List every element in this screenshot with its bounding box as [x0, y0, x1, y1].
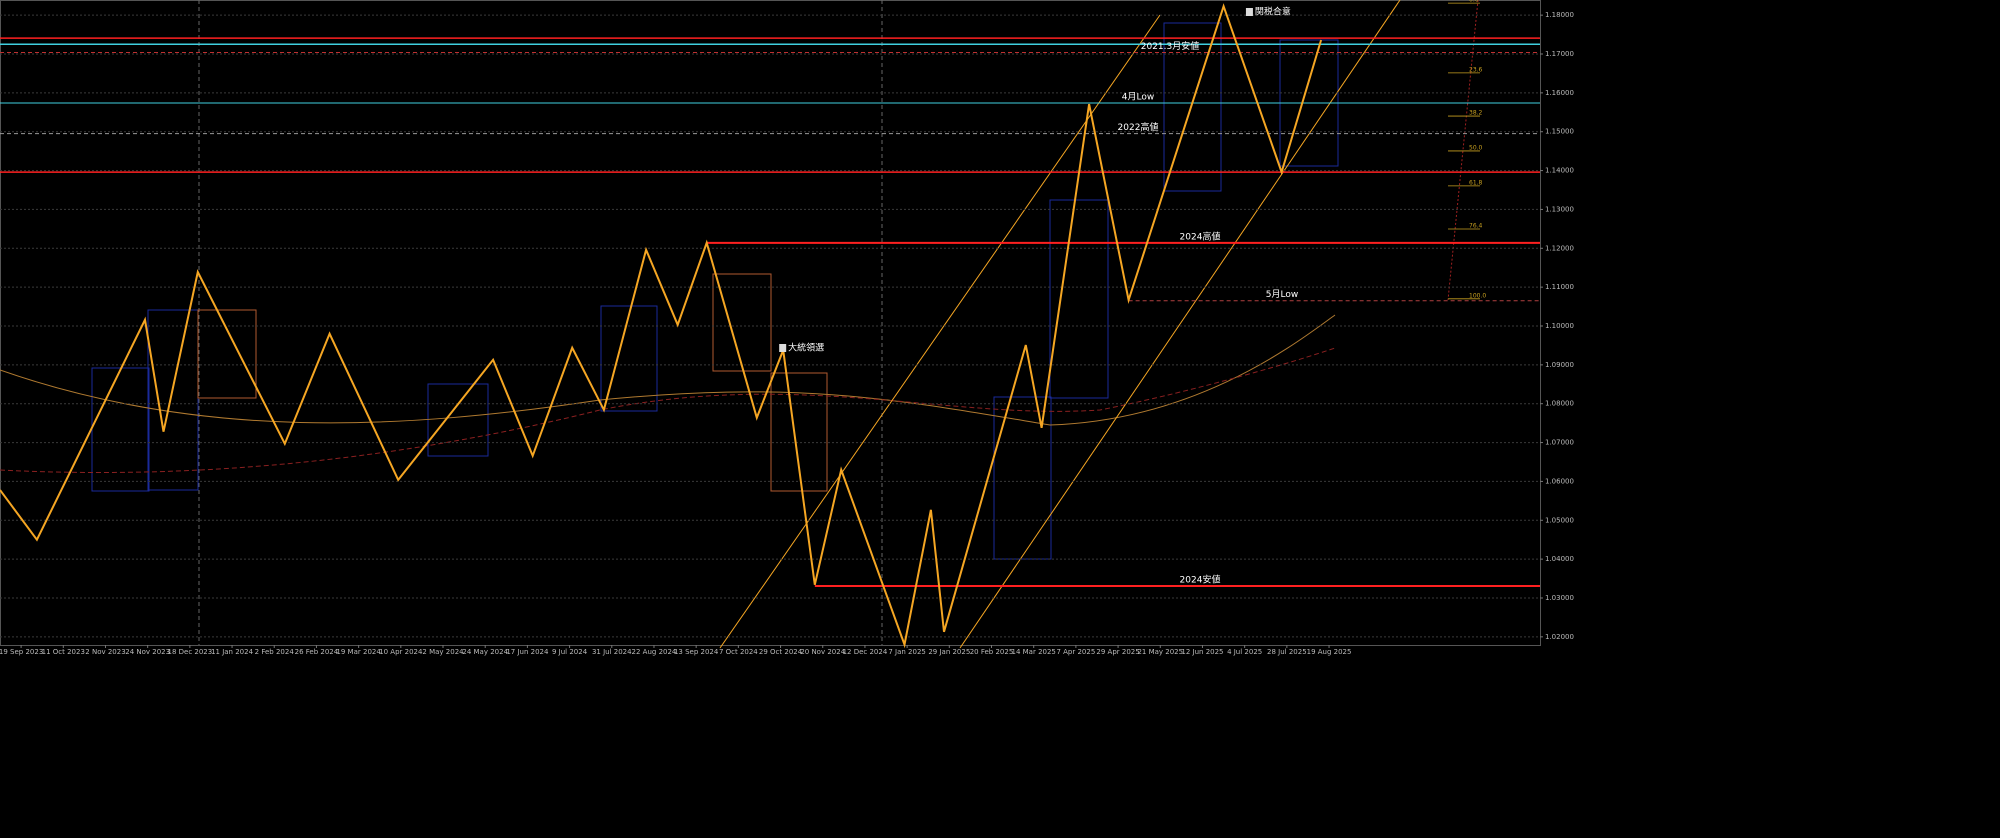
x-tick-label: 29 Oct 2024 — [759, 648, 803, 656]
x-tick-label: 20 Feb 2025 — [970, 648, 1014, 656]
x-tick-label: 7 Jan 2025 — [888, 648, 926, 656]
y-tick-label: 1.15000 — [1545, 128, 1574, 136]
fib-label: 76.4 — [1469, 223, 1483, 230]
x-tick-label: 12 Dec 2024 — [843, 648, 888, 656]
x-tick-label: 19 Sep 2023 — [0, 648, 43, 656]
y-tick-label: 1.06000 — [1545, 477, 1574, 485]
x-tick-label: 19 Mar 2024 — [336, 648, 381, 656]
x-tick-label: 11 Jan 2024 — [211, 648, 254, 656]
y-tick-label: 1.18000 — [1545, 11, 1574, 19]
event-icon — [1245, 8, 1253, 16]
range-box — [427, 383, 489, 457]
channel-line — [959, 0, 1401, 649]
x-tick-label: 18 Dec 2023 — [168, 648, 213, 656]
y-tick-label: 1.08000 — [1545, 400, 1574, 408]
event-label: 関税合意 — [1255, 6, 1291, 18]
y-tick-label: 1.17000 — [1545, 50, 1574, 58]
level-label: 2022高値 — [1118, 121, 1159, 133]
y-tick-label: 1.11000 — [1545, 283, 1574, 291]
y-tick-label: 1.02000 — [1545, 633, 1574, 641]
range-box — [770, 372, 828, 492]
y-tick-label: 1.03000 — [1545, 594, 1574, 602]
x-tick-label: 21 May 2025 — [1137, 648, 1183, 656]
fib-label: 100.0 — [1469, 292, 1486, 299]
x-tick-label: 2 May 2024 — [422, 648, 464, 656]
x-tick-label: 9 Jul 2024 — [552, 648, 588, 656]
level-label: 4月Low — [1122, 91, 1154, 102]
level-label: 2024安値 — [1180, 573, 1221, 585]
price-zigzag — [0, 3, 1323, 649]
x-tick-label: 17 Jun 2024 — [506, 648, 549, 656]
y-tick-label: 1.07000 — [1545, 439, 1574, 447]
plot-frame — [0, 0, 1541, 646]
level-label: 2024高値 — [1180, 230, 1221, 242]
x-tick-label: 19 Aug 2025 — [1307, 648, 1352, 656]
event-label: 大統領選 — [788, 342, 824, 354]
x-tick-label: 2 Nov 2023 — [85, 648, 125, 656]
fib-label: 0.0 — [1469, 0, 1479, 4]
x-tick-label: 29 Jan 2025 — [928, 648, 970, 656]
x-tick-label: 31 Jul 2024 — [592, 648, 632, 656]
x-tick-label: 14 Mar 2025 — [1012, 648, 1056, 656]
moving-averages — [0, 314, 1336, 473]
x-tick-label: 26 Feb 2024 — [295, 648, 339, 656]
x-tick-label: 4 Jul 2025 — [1227, 648, 1262, 656]
range-box — [600, 305, 658, 412]
fib-label: 50.0 — [1469, 144, 1483, 151]
x-tick-label: 7 Oct 2024 — [719, 648, 758, 656]
y-tick-label: 1.04000 — [1545, 555, 1574, 563]
range-box — [1163, 22, 1222, 192]
fib-label: 38.2 — [1469, 110, 1483, 117]
x-tick-label: 22 Aug 2024 — [632, 648, 677, 656]
level-label: 5月Low — [1266, 289, 1298, 300]
y-tick-label: 1.05000 — [1545, 516, 1574, 524]
level-label: 2021.3月安値 — [1141, 40, 1200, 52]
y-tick-label: 1.12000 — [1545, 244, 1574, 252]
range-box — [197, 309, 257, 399]
fib-label: 61.8 — [1469, 179, 1483, 186]
range-box — [993, 396, 1052, 560]
x-tick-label: 7 Apr 2025 — [1056, 648, 1095, 656]
y-tick-label: 1.13000 — [1545, 205, 1574, 213]
x-tick-label: 24 May 2024 — [462, 648, 508, 656]
y-tick-label: 1.10000 — [1545, 322, 1574, 330]
x-tick-label: 12 Jun 2025 — [1181, 648, 1223, 656]
x-tick-label: 10 Apr 2024 — [379, 648, 423, 656]
range-box — [147, 309, 199, 491]
x-tick-label: 20 Nov 2024 — [800, 648, 845, 656]
y-tick-label: 1.14000 — [1545, 167, 1574, 175]
x-tick-label: 2 Feb 2024 — [255, 648, 295, 656]
x-tick-label: 29 Apr 2025 — [1096, 648, 1139, 656]
y-tick-label: 1.09000 — [1545, 361, 1574, 369]
event-icon — [779, 344, 787, 352]
x-tick-label: 28 Jul 2025 — [1267, 648, 1307, 656]
range-box — [712, 273, 772, 372]
x-tick-label: 24 Nov 2023 — [125, 648, 170, 656]
range-box — [1049, 199, 1109, 399]
moving-average — [0, 314, 1336, 426]
fib-label: 23.6 — [1469, 66, 1483, 73]
y-tick-label: 1.16000 — [1545, 89, 1574, 97]
moving-average — [0, 347, 1336, 473]
x-tick-label: 11 Oct 2023 — [42, 648, 85, 656]
x-tick-label: 13 Sep 2024 — [674, 648, 719, 656]
